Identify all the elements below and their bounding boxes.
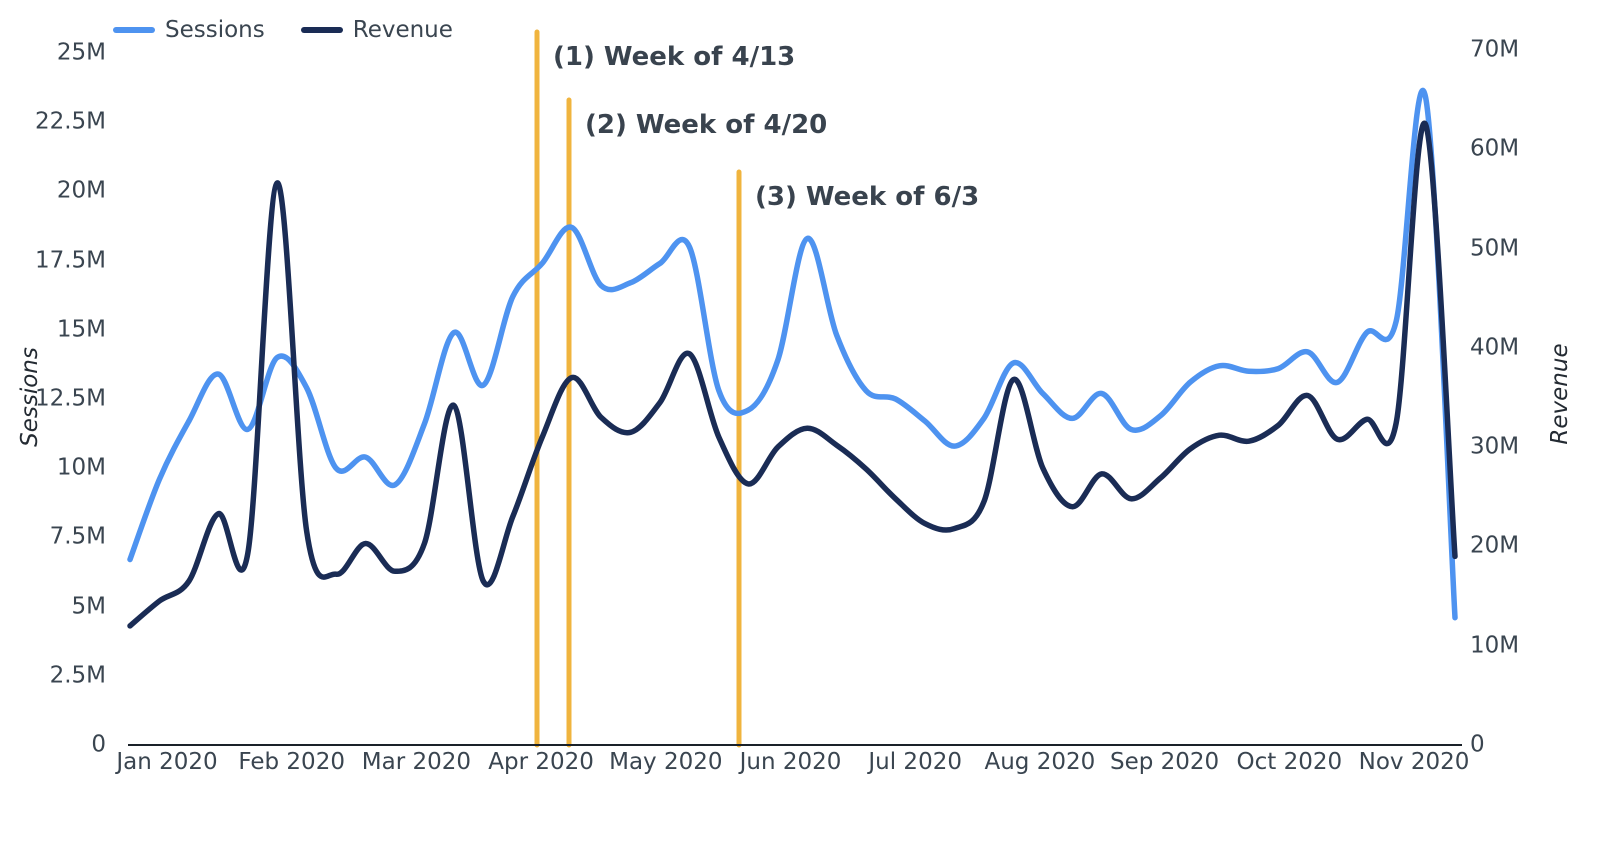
x-tick-label: Jul 2020 xyxy=(868,749,962,775)
legend-label: Sessions xyxy=(165,17,265,43)
legend-item-revenue[interactable]: Revenue xyxy=(300,16,453,44)
legend-label: Revenue xyxy=(352,17,453,43)
legend-item-sessions[interactable]: Sessions xyxy=(113,16,265,44)
left-y-tick-label: 15M xyxy=(56,316,106,343)
right-y-tick-label: 20M xyxy=(1470,532,1520,559)
left-y-tick-label: 20M xyxy=(56,177,106,204)
x-tick-label: Nov 2020 xyxy=(1358,749,1470,775)
left-y-tick-label: 2.5M xyxy=(49,662,106,689)
x-tick-label: May 2020 xyxy=(609,749,723,775)
right-y-tick-label: 40M xyxy=(1470,334,1520,361)
left-y-tick-label: 12.5M xyxy=(34,385,106,412)
x-tick-label: Apr 2020 xyxy=(488,749,594,775)
left-y-tick-label: 17.5M xyxy=(34,247,106,274)
right-y-tick-label: 50M xyxy=(1470,235,1520,262)
left-y-tick-label: 7.5M xyxy=(49,523,106,550)
right-axis-title: Revenue xyxy=(1547,343,1573,445)
right-y-tick-label: 30M xyxy=(1470,433,1520,460)
revenue-line xyxy=(127,120,1458,629)
x-tick-label: Jun 2020 xyxy=(739,749,842,775)
x-tick-label: Feb 2020 xyxy=(238,749,345,775)
x-tick-label: Mar 2020 xyxy=(361,749,472,775)
revenue-line-swatch-icon xyxy=(300,27,343,33)
right-y-tick-label: 0 xyxy=(1470,731,1485,758)
right-y-tick-label: 60M xyxy=(1470,135,1520,162)
sessions-line-swatch-icon xyxy=(113,27,155,33)
left-y-tick-label: 5M xyxy=(71,593,106,620)
left-y-tick-label: 25M xyxy=(56,39,106,66)
left-y-tick-label: 0 xyxy=(91,731,106,758)
annotation-label-2: (2) Week of 4/20 xyxy=(585,110,828,140)
right-y-tick-label: 70M xyxy=(1470,36,1520,63)
x-tick-label: Aug 2020 xyxy=(984,749,1096,775)
x-tick-label: Jan 2020 xyxy=(116,749,218,775)
legend: Sessions Revenue xyxy=(113,14,489,46)
annotation-label-3: (3) Week of 6/3 xyxy=(755,182,980,212)
x-tick-label: Sep 2020 xyxy=(1109,749,1220,775)
right-y-tick-label: 10M xyxy=(1470,632,1520,659)
annotation-label-1: (1) Week of 4/13 xyxy=(553,42,796,72)
left-y-tick-label: 22.5M xyxy=(34,108,106,135)
x-tick-label: Oct 2020 xyxy=(1236,749,1343,775)
left-y-tick-label: 10M xyxy=(56,454,106,481)
sessions-line xyxy=(127,87,1458,621)
